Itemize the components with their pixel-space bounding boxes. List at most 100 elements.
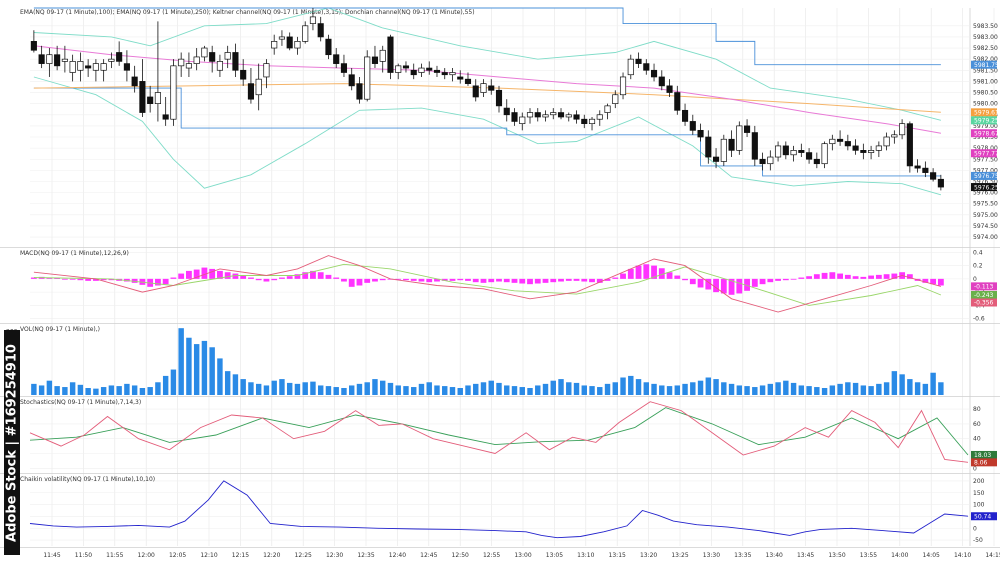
donchian-lower-line bbox=[33, 87, 941, 177]
volume-bar bbox=[628, 375, 634, 395]
candle-body bbox=[278, 36, 286, 40]
volume-bar bbox=[224, 371, 231, 395]
x-tick-label: 13:45 bbox=[797, 552, 814, 559]
candle-body bbox=[46, 54, 53, 64]
macd-histogram-bar bbox=[697, 278, 704, 288]
macd-histogram-bar bbox=[713, 278, 719, 293]
candle-body bbox=[387, 36, 394, 73]
macd-histogram-bar bbox=[131, 278, 138, 283]
candle-body bbox=[201, 47, 208, 58]
macd-histogram-bar bbox=[860, 276, 867, 279]
candle-body bbox=[209, 52, 216, 62]
volume-bar bbox=[713, 379, 719, 395]
y-tick-label: 5979.00 bbox=[973, 123, 998, 130]
macd-histogram-bar bbox=[736, 278, 743, 294]
candle-body bbox=[410, 69, 417, 76]
volume-bar bbox=[77, 384, 84, 395]
y-tick-label: 0 bbox=[973, 525, 977, 532]
volume-bar bbox=[891, 371, 898, 395]
candle-body bbox=[782, 145, 789, 156]
volume-bar bbox=[38, 385, 45, 395]
volume-bar bbox=[54, 386, 60, 395]
macd-histogram-bar bbox=[565, 278, 572, 281]
candle-body bbox=[658, 76, 665, 87]
price-label-box bbox=[971, 458, 997, 467]
macd-histogram-bar bbox=[519, 278, 526, 284]
candle-body bbox=[728, 138, 735, 151]
price-label: 5976.75 bbox=[974, 173, 999, 180]
volume-bar bbox=[666, 386, 673, 395]
volume-bar bbox=[186, 337, 192, 395]
volume-bar bbox=[255, 383, 262, 395]
y-tick-label: 5975.00 bbox=[973, 212, 998, 219]
candle-body bbox=[511, 112, 518, 122]
candle-body bbox=[650, 69, 658, 78]
candle-body bbox=[38, 54, 45, 64]
macd-histogram-bar bbox=[573, 278, 580, 281]
macd-histogram-bar bbox=[209, 268, 216, 279]
volume-bar bbox=[387, 382, 394, 395]
candle-body bbox=[271, 41, 278, 49]
macd-histogram-bar bbox=[837, 273, 843, 279]
volume-bar bbox=[798, 385, 805, 395]
volume-bar bbox=[341, 388, 347, 395]
volume-bar bbox=[752, 387, 758, 395]
candle-body bbox=[937, 178, 944, 188]
volume-bar bbox=[922, 383, 929, 395]
stochastics-k-line bbox=[29, 401, 969, 463]
macd-histogram-bar bbox=[937, 278, 944, 286]
price-label-box bbox=[971, 60, 997, 69]
volume-bar bbox=[535, 385, 541, 395]
volume-bar bbox=[783, 380, 789, 395]
candle-body bbox=[472, 85, 479, 98]
candle-body bbox=[286, 36, 293, 49]
volume-bar bbox=[907, 379, 913, 395]
macd-histogram-bar bbox=[534, 278, 541, 284]
volume-bar bbox=[759, 385, 766, 395]
candle-body bbox=[108, 58, 115, 62]
volume-bar bbox=[411, 387, 417, 395]
macd-histogram-bar bbox=[434, 278, 440, 282]
macd-histogram-bar bbox=[333, 277, 340, 279]
volume-bar bbox=[744, 386, 750, 395]
volume-bar bbox=[248, 382, 254, 395]
y-tick-label: 80 bbox=[973, 406, 981, 413]
macd-histogram-bar bbox=[92, 278, 99, 281]
volume-bar bbox=[46, 380, 53, 395]
price-label: -0.113 bbox=[974, 284, 994, 291]
volume-bar bbox=[876, 383, 882, 395]
candle-body bbox=[488, 85, 495, 91]
volume-bar bbox=[573, 382, 580, 395]
macd-histogram-bar bbox=[503, 278, 510, 283]
macd-histogram-bar bbox=[620, 273, 626, 279]
macd-histogram-bar bbox=[356, 278, 363, 286]
price-label-box bbox=[971, 298, 997, 307]
candle-body bbox=[883, 136, 890, 147]
y-tick-label: -50 bbox=[973, 537, 983, 544]
x-tick-label: 12:40 bbox=[389, 552, 406, 559]
macd-histogram-bar bbox=[891, 273, 898, 279]
macd-histogram-bar bbox=[883, 274, 890, 279]
x-tick-label: 12:25 bbox=[295, 552, 312, 559]
macd-histogram-bar bbox=[279, 277, 285, 279]
y-tick-label: 60 bbox=[973, 421, 981, 428]
candle-body bbox=[154, 92, 161, 104]
pane-title: VOL(NQ 09-17 (1 Minute),) bbox=[20, 326, 100, 333]
x-tick-label: 12:10 bbox=[200, 552, 217, 559]
x-tick-label: 12:35 bbox=[357, 552, 374, 559]
macd-histogram-bar bbox=[759, 278, 766, 285]
macd-histogram-bar bbox=[852, 276, 859, 279]
x-tick-label: 13:40 bbox=[766, 552, 783, 559]
volume-bar bbox=[108, 385, 115, 395]
y-tick-label: 5980.50 bbox=[973, 90, 998, 97]
volume-bar bbox=[550, 380, 556, 395]
macd-histogram-bar bbox=[201, 267, 208, 279]
candle-body bbox=[712, 156, 720, 162]
candle-body bbox=[767, 156, 774, 165]
x-tick-label: 11:45 bbox=[43, 552, 60, 559]
y-tick-label: 5983.50 bbox=[973, 23, 998, 30]
candle-body bbox=[178, 58, 185, 67]
macd-histogram-bar bbox=[627, 268, 634, 279]
macd-histogram-bar bbox=[767, 278, 774, 283]
volume-bar bbox=[829, 385, 836, 395]
